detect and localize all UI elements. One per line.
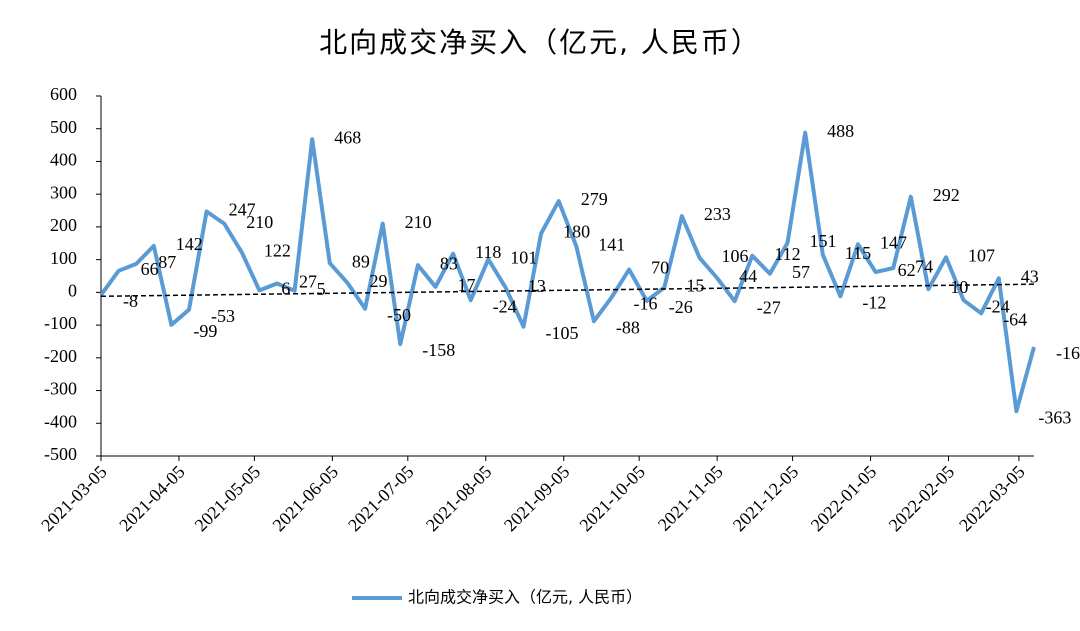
y-tick-label: -100 [44,313,77,333]
data-label: 44 [739,266,757,286]
data-label: 62 [898,260,916,280]
data-label: -50 [387,305,411,325]
y-tick-label: -500 [44,444,77,464]
data-label: 488 [827,121,854,141]
data-label: -26 [669,297,693,317]
data-label: 468 [334,127,361,147]
data-label: 106 [722,246,749,266]
data-label: 13 [528,276,546,296]
y-tick-label: 200 [50,215,77,235]
x-tick-label: 2021-04-05 [115,462,189,536]
series-line [99,130,1036,414]
data-label: -105 [545,323,578,343]
x-tick-label: 2022-01-05 [807,462,881,536]
data-label: 147 [880,232,907,252]
trend-line [100,283,1035,298]
data-label: 210 [246,212,273,232]
data-label: 66 [141,259,159,279]
data-label: 101 [510,247,537,267]
y-tick-label: 400 [50,150,77,170]
data-label: -88 [616,317,640,337]
x-tick-label: 2021-03-05 [37,462,111,536]
data-label: -12 [862,292,886,312]
data-label: 74 [915,256,933,276]
x-tick-label: 2021-09-05 [500,462,574,536]
x-tick-label: 2021-06-05 [269,462,343,536]
y-tick-label: 600 [50,84,77,104]
data-label: 83 [440,253,458,273]
data-label: -24 [986,296,1010,316]
y-tick-label: 500 [50,117,77,137]
x-tick-label: 2021-08-05 [422,462,496,536]
x-tick-label: 2021-12-05 [729,462,803,536]
y-tick-label: 100 [50,248,77,268]
data-label: -24 [493,296,517,316]
x-tick-label: 2021-07-05 [344,462,418,536]
x-tick-label: 2022-03-05 [955,462,1029,536]
data-label: 6 [281,279,290,299]
data-label: 247 [229,200,256,220]
data-label: -27 [757,297,781,317]
y-tick-label: -300 [44,379,77,399]
data-label: 5 [317,279,326,299]
data-label: 151 [810,231,837,251]
data-label: 233 [704,204,731,224]
y-tick-label: -400 [44,411,77,431]
data-label: 27 [299,272,317,292]
data-label: 29 [369,271,387,291]
y-tick-label: 300 [50,182,77,202]
data-label: 57 [792,262,810,282]
data-label: 70 [651,258,669,278]
data-label: 107 [968,245,995,265]
data-label: 112 [774,244,800,264]
data-label: 210 [405,212,432,232]
x-tick-label: 2022-02-05 [885,462,959,536]
data-label: 115 [845,243,871,263]
data-label: 292 [933,185,960,205]
x-tick-label: 2021-11-05 [654,462,727,535]
y-tick-label: 0 [68,280,77,300]
data-label: 122 [264,241,291,261]
data-label: -53 [211,306,235,326]
data-label: 10 [950,277,968,297]
data-label: 89 [352,251,370,271]
data-label: -158 [422,340,455,360]
data-label: 180 [563,222,590,242]
data-label: 141 [598,234,625,254]
data-label: 87 [158,252,176,272]
data-label: 118 [475,242,501,262]
chart-title: 北向成交净买入（亿元, 人民币） [319,26,761,59]
x-tick-label: 2021-10-05 [575,462,649,536]
data-label: 15 [686,276,704,296]
data-label: 142 [176,234,203,254]
legend-label: 北向成交净买入（亿元, 人民币） [408,588,642,607]
data-label: -363 [1038,407,1071,427]
data-label: -167 [1056,343,1080,363]
data-label: -64 [1003,309,1027,329]
y-tick-label: -200 [44,346,77,366]
x-tick-label: 2021-05-05 [191,462,265,536]
data-label: -99 [193,321,217,341]
data-label: 279 [581,189,608,209]
data-label: 17 [457,275,475,295]
data-label: -8 [123,291,138,311]
data-label: 43 [1021,266,1039,286]
data-label: -16 [634,294,658,314]
